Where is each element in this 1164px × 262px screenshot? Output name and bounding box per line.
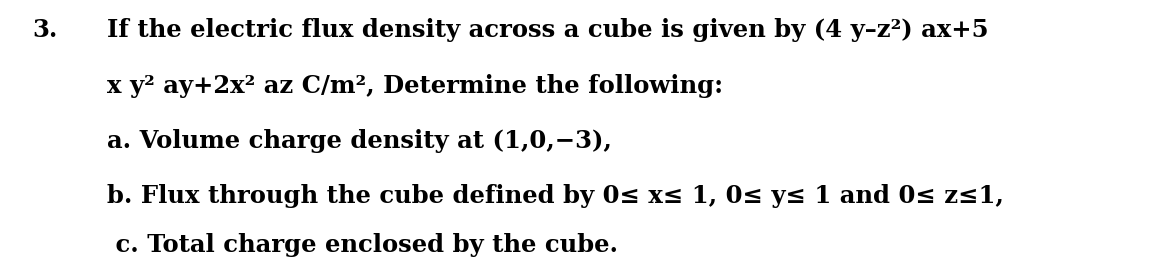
Text: If the electric flux density across a cube is given by (4 y–z²) ax+5: If the electric flux density across a cu…	[107, 18, 988, 42]
Text: b. Flux through the cube defined by 0≤ x≤ 1, 0≤ y≤ 1 and 0≤ z≤1,: b. Flux through the cube defined by 0≤ x…	[107, 184, 1005, 208]
Text: x y² ay+2x² az C/m², Determine the following:: x y² ay+2x² az C/m², Determine the follo…	[107, 74, 723, 98]
Text: 3.: 3.	[33, 18, 58, 42]
Text: a. Volume charge density at (1,0,−3),: a. Volume charge density at (1,0,−3),	[107, 129, 612, 153]
Text: c. Total charge enclosed by the cube.: c. Total charge enclosed by the cube.	[107, 232, 618, 256]
